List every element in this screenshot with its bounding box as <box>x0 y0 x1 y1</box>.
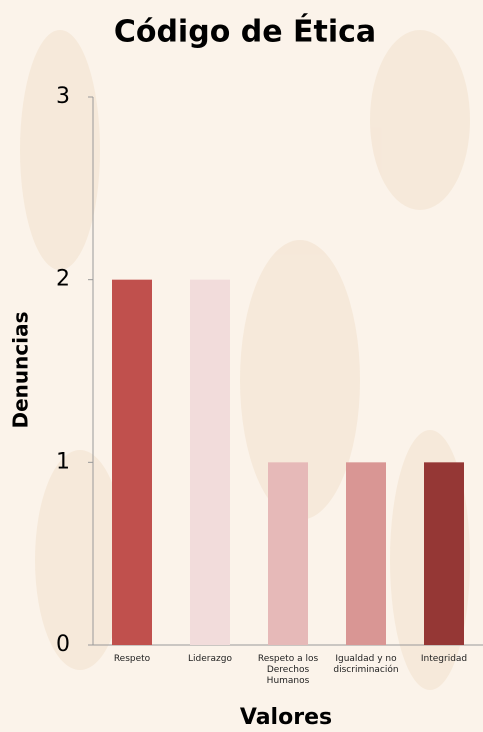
bar <box>112 279 152 645</box>
x-tick-label: Igualdad y no discriminación <box>333 654 399 675</box>
x-tick-label: Respeto <box>113 654 151 664</box>
bar <box>346 462 386 645</box>
bar <box>268 462 308 645</box>
y-tick-label: 1 <box>56 449 70 474</box>
chart-title: Código de Ética <box>114 14 376 50</box>
bar <box>190 279 230 645</box>
bar <box>424 462 464 645</box>
y-tick-label: 3 <box>56 84 70 109</box>
x-axis-label: Valores <box>240 705 332 730</box>
y-tick-label: 2 <box>56 267 70 292</box>
x-tick-label: Respeto a los Derechos Humanos <box>257 654 319 686</box>
x-tick-label: Liderazgo <box>188 654 232 664</box>
x-tick-label: Integridad <box>420 654 468 664</box>
y-tick-label: 0 <box>56 632 70 657</box>
y-axis-label: Denuncias <box>9 312 33 429</box>
background-pattern <box>20 30 470 690</box>
